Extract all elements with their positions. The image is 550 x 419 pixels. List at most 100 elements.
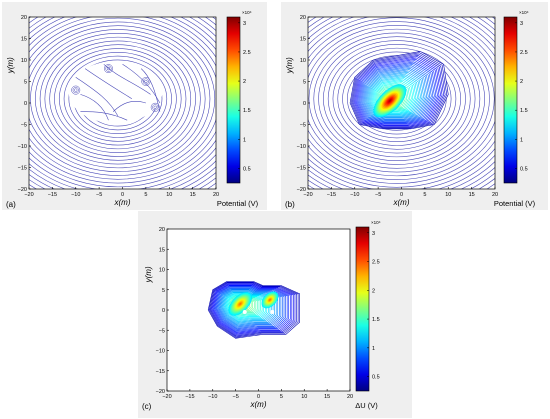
y-tick-label: 0: [162, 308, 165, 314]
y-tick-label: −10: [156, 349, 165, 355]
contour-line: [212, 284, 291, 334]
x-tick-label: −10: [350, 192, 359, 198]
contour-line: [112, 101, 146, 112]
colorbar-tick-label: 1: [372, 346, 375, 352]
x-tick-label: −15: [48, 192, 57, 198]
contour-line: [29, 17, 216, 188]
x-tick-label: −20: [162, 394, 171, 400]
y-axis-label: y(m): [144, 266, 153, 283]
y-tick-label: 20: [300, 15, 306, 21]
contour-line: [153, 105, 157, 109]
contour-line: [332, 47, 461, 150]
x-tick-label: −10: [208, 394, 217, 400]
contour-line: [353, 56, 443, 127]
contour-lines: [207, 281, 300, 339]
x-axis-label: x(m): [250, 400, 267, 409]
electrode-marker: [270, 310, 275, 315]
colorbar-tick-label: 0.5: [520, 166, 528, 172]
colorbar-tick-label: 2.5: [243, 50, 251, 56]
colorbar: [355, 226, 370, 392]
x-tick-label: −10: [71, 192, 80, 198]
electrode-marker: [242, 310, 247, 315]
panel-label: (a): [6, 200, 16, 209]
contour-line: [106, 66, 111, 71]
x-tick-label: 10: [166, 192, 172, 198]
contour-line: [365, 70, 426, 119]
contour-plot-c: −20 −15 −10 −5 0 5 10 15 20 20 15 10 5 0 −5 −10 −15 −20 x(…: [142, 220, 381, 411]
y-tick-label: 10: [300, 58, 306, 64]
x-tick-label: 20: [213, 192, 219, 198]
x-tick-label: −15: [185, 394, 194, 400]
contour-line: [54, 48, 182, 150]
y-tick-label: 0: [24, 101, 27, 107]
contour-line: [219, 289, 279, 326]
y-tick-label: 10: [21, 58, 27, 64]
colorbar-tick-label: 2: [520, 79, 523, 85]
y-tick-label: 15: [300, 37, 306, 43]
x-tick-label: 0: [400, 192, 403, 198]
contour-line: [352, 54, 444, 127]
x-tick-label: −15: [327, 192, 336, 198]
contour-line: [105, 65, 112, 72]
contour-line: [358, 61, 437, 124]
y-tick-label: −20: [156, 389, 165, 395]
colorbar-tick-label: 3: [520, 21, 523, 27]
y-tick-label: −15: [297, 166, 306, 172]
contour-line: [34, 33, 201, 165]
contour-line: [209, 282, 297, 337]
colorbar-exponent: ×10⁴: [242, 10, 252, 15]
contour-lines: [308, 17, 495, 189]
contour-line: [212, 284, 293, 335]
x-tick-label: 0: [257, 394, 260, 400]
contour-line: [351, 53, 446, 128]
colorbar-tick-label: 1.5: [372, 317, 380, 323]
y-tick-label: 15: [159, 247, 165, 253]
contour-plot-a: −20 −15 −10 −5 0 5 10 15 20 20 15 10 5 0 −5 −10 −15 −20 x(…: [6, 10, 259, 209]
contour-line: [152, 104, 159, 111]
contour-line: [122, 64, 161, 104]
x-tick-label: −5: [375, 192, 381, 198]
y-axis-label: y(m): [6, 57, 15, 74]
y-tick-label: 0: [303, 101, 306, 107]
contour-line: [80, 94, 109, 121]
y-tick-label: −15: [18, 166, 27, 172]
colorbar-tick-label: 2: [243, 79, 246, 85]
contour-line: [44, 40, 192, 157]
contour-line: [327, 44, 466, 154]
contour-line: [368, 74, 421, 116]
contour-line: [141, 77, 151, 86]
contour-line: [357, 60, 438, 124]
contour-line: [356, 58, 440, 125]
y-tick-label: 20: [159, 227, 165, 233]
x-axis-label: x(m): [393, 198, 410, 207]
contour-line: [222, 291, 274, 324]
contour-line: [216, 287, 285, 330]
contour-line: [213, 285, 290, 333]
colorbar-tick-label: 2.5: [520, 50, 528, 56]
panel-c: −20 −15 −10 −5 0 5 10 15 20 20 15 10 5 0 −5 −10 −15 −20 x(…: [138, 211, 412, 418]
y-tick-label: 15: [21, 37, 27, 43]
y-tick-label: −20: [18, 187, 27, 193]
contour-line: [29, 17, 216, 184]
x-tick-label: 5: [423, 192, 426, 198]
inner-region: [68, 61, 163, 124]
contour-line: [363, 68, 429, 120]
contour-line: [150, 102, 160, 112]
contour-line: [144, 79, 148, 84]
y-tick-label: −5: [159, 328, 165, 334]
contour-line: [104, 64, 113, 74]
x-tick-label: 10: [445, 192, 451, 198]
contour-line: [75, 76, 119, 117]
contour-line: [308, 25, 490, 173]
contour-line: [361, 65, 432, 122]
colorbar-tick-label: 0.5: [372, 375, 380, 381]
contour-line: [215, 286, 286, 331]
y-tick-label: −15: [156, 369, 165, 375]
colorbar-tick-label: 3: [372, 231, 375, 237]
colorbar-exponent: ×10⁴: [519, 10, 529, 15]
x-tick-label: 5: [280, 394, 283, 400]
contour-line: [142, 78, 149, 85]
contour-plot-b: −20 −15 −10 −5 0 5 10 15 20 20 15 10 5 0 −5 −10 −15 −20 x(…: [285, 10, 536, 209]
y-tick-label: −20: [297, 187, 306, 193]
contour-line: [362, 66, 431, 121]
